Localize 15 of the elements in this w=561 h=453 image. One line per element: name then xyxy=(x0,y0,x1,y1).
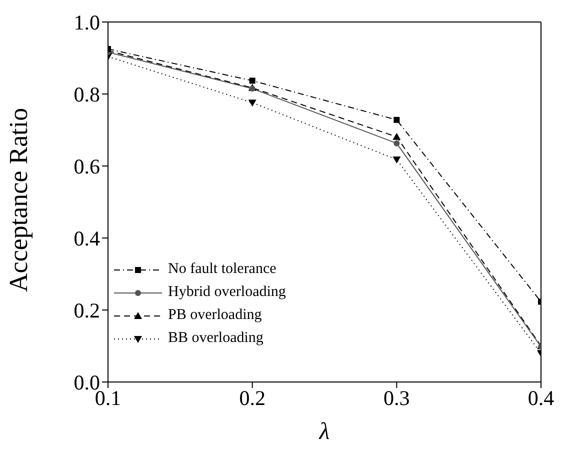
x-tick-label: 0.3 xyxy=(384,386,410,410)
y-tick-label: 0.4 xyxy=(74,226,100,250)
point xyxy=(392,132,401,140)
legend-label: Hybrid overloading xyxy=(168,284,286,301)
y-tick-label: 1.0 xyxy=(74,10,100,34)
x-tick-label: 0.4 xyxy=(528,386,555,410)
legend-label: BB overloading xyxy=(168,330,264,347)
legend-label: PB overloading xyxy=(168,307,262,324)
x-tick-label: 0.2 xyxy=(239,386,266,410)
y-axis-title: Acceptance Ratio xyxy=(4,108,34,292)
y-tick-label: 0.2 xyxy=(74,298,100,322)
y-tick-label: 0.6 xyxy=(74,154,100,178)
x-axis-title: λ xyxy=(318,419,330,445)
legend-label: No fault tolerance xyxy=(168,261,276,278)
y-tick-label: 0.8 xyxy=(74,82,100,106)
